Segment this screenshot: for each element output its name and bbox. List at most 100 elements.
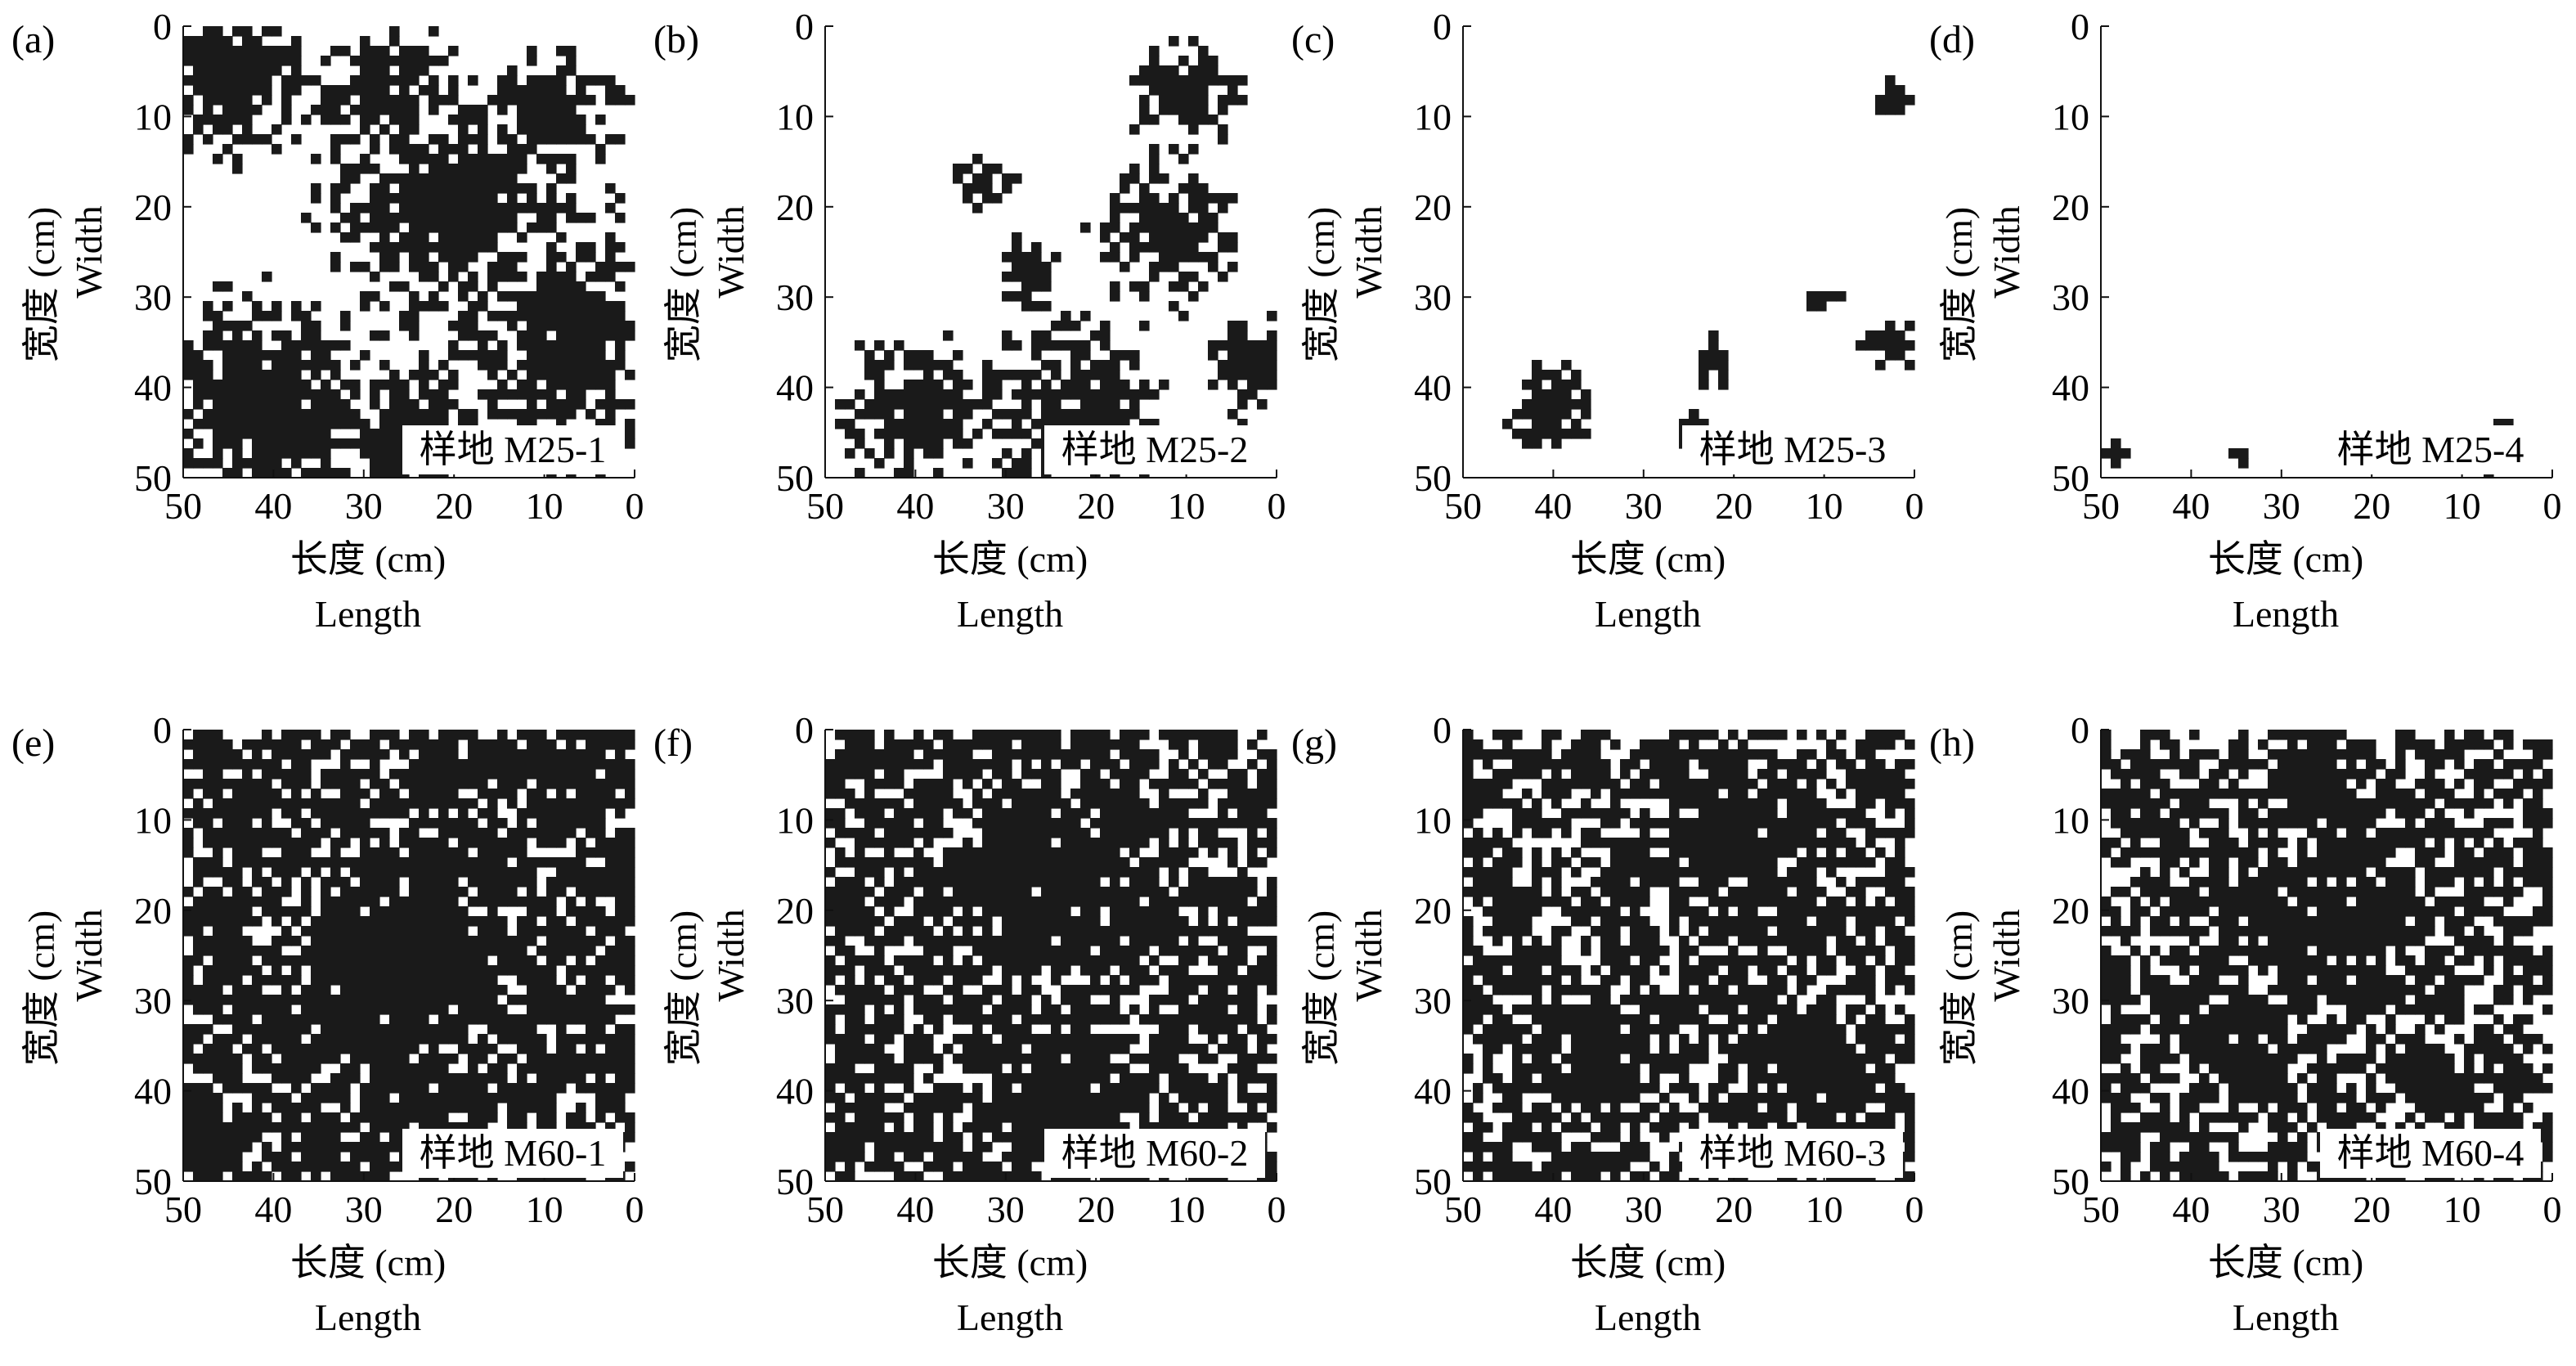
cover-cell — [252, 330, 263, 341]
cover-cell — [193, 1054, 204, 1064]
cover-cell — [566, 272, 577, 282]
cover-cell — [595, 1054, 606, 1064]
cover-cell — [576, 1103, 586, 1113]
cover-cell — [379, 252, 390, 263]
cover-cell — [1021, 252, 1032, 263]
cover-cell — [468, 759, 478, 770]
cover-cell — [1169, 252, 1179, 263]
cover-cell — [438, 936, 449, 946]
cover-cell — [1227, 965, 1238, 976]
cover-cell — [1021, 1004, 1032, 1015]
cover-cell — [1227, 955, 1238, 966]
cover-cell — [1532, 429, 1542, 439]
cover-cell — [1051, 779, 1061, 789]
cover-cell — [1198, 730, 1209, 740]
cover-cell — [1021, 281, 1032, 292]
cover-cell — [845, 419, 855, 429]
cover-cell — [1218, 75, 1228, 86]
cover-cell — [468, 183, 478, 194]
cover-cell — [586, 252, 596, 263]
cover-cell — [1129, 164, 1140, 174]
cover-cell — [409, 867, 420, 878]
cover-cell — [203, 458, 213, 469]
cover-cell — [478, 350, 488, 361]
cover-cell — [301, 438, 312, 449]
cover-cell — [1571, 370, 1582, 380]
cover-cell — [213, 311, 223, 321]
cover-cell — [1110, 877, 1120, 887]
cover-cell — [1169, 906, 1179, 917]
cover-cell — [1149, 232, 1160, 243]
cover-cell — [1129, 877, 1140, 887]
cover-cell — [536, 965, 547, 976]
cover-cell — [1247, 1103, 1258, 1113]
cover-cell — [203, 906, 213, 917]
cover-cell — [1100, 370, 1111, 380]
cover-cell — [1159, 75, 1169, 86]
cover-cell — [379, 995, 390, 1005]
cover-cell — [894, 818, 904, 829]
cover-cell — [1149, 1034, 1160, 1045]
cover-cell — [379, 85, 390, 96]
cover-cell — [923, 1054, 934, 1064]
cover-cell — [1218, 975, 1228, 986]
cover-cell — [884, 419, 895, 429]
cover-cell — [586, 995, 596, 1005]
cover-cell — [1129, 838, 1140, 848]
cover-cell — [992, 955, 1003, 966]
cover-cell — [1188, 730, 1199, 740]
cover-cell — [1129, 955, 1140, 966]
cover-cell — [1051, 252, 1061, 263]
y-tick-label: 20 — [1414, 186, 1452, 228]
cover-cell — [527, 321, 537, 331]
cover-cell — [1188, 1093, 1199, 1103]
cover-cell — [458, 936, 469, 946]
cover-cell — [330, 262, 341, 272]
cover-cell — [272, 56, 282, 66]
cover-cell — [497, 85, 508, 96]
cover-cell — [262, 1093, 272, 1103]
cover-cell — [468, 739, 478, 750]
cover-cell — [576, 95, 586, 106]
cover-cell — [370, 906, 380, 917]
cover-cell — [1041, 340, 1052, 351]
cover-cell — [340, 1103, 351, 1113]
cover-cell — [1237, 798, 1248, 809]
cover-cell — [203, 857, 213, 868]
cover-cell — [1021, 1083, 1032, 1094]
cover-cell — [1237, 779, 1248, 789]
cover-cell — [448, 262, 459, 272]
cover-cell — [1041, 1044, 1052, 1054]
cover-cell — [438, 1054, 449, 1064]
cover-cell — [478, 389, 488, 400]
cover-cell — [203, 789, 213, 799]
cover-cell — [874, 370, 885, 380]
cover-cell — [203, 887, 213, 897]
cover-cell — [252, 36, 263, 47]
cover-cell — [232, 946, 243, 956]
cover-cell — [992, 759, 1003, 770]
cover-cell — [923, 1103, 934, 1113]
cover-cell — [1021, 399, 1032, 410]
cover-cell — [566, 769, 577, 780]
cover-cell — [1169, 36, 1179, 47]
cover-cell — [1169, 995, 1179, 1005]
cover-cell — [884, 1024, 895, 1035]
cover-cell — [1002, 906, 1012, 917]
cover-cell — [301, 887, 312, 897]
cover-cell — [1532, 438, 1542, 449]
cover-cell — [1080, 380, 1091, 390]
cover-cell — [330, 995, 341, 1005]
cover-cell — [1031, 1014, 1042, 1025]
cover-cell — [379, 1004, 390, 1015]
cover-cell — [943, 730, 954, 740]
cover-cell — [556, 1044, 567, 1054]
cover-cell — [527, 95, 537, 106]
cover-cell — [478, 867, 488, 878]
cover-cell — [330, 389, 341, 400]
cover-cell — [923, 995, 934, 1005]
cover-cell — [1237, 360, 1248, 371]
cover-cell — [478, 779, 488, 789]
cover-cell — [370, 1112, 380, 1123]
cover-cell — [232, 1024, 243, 1035]
